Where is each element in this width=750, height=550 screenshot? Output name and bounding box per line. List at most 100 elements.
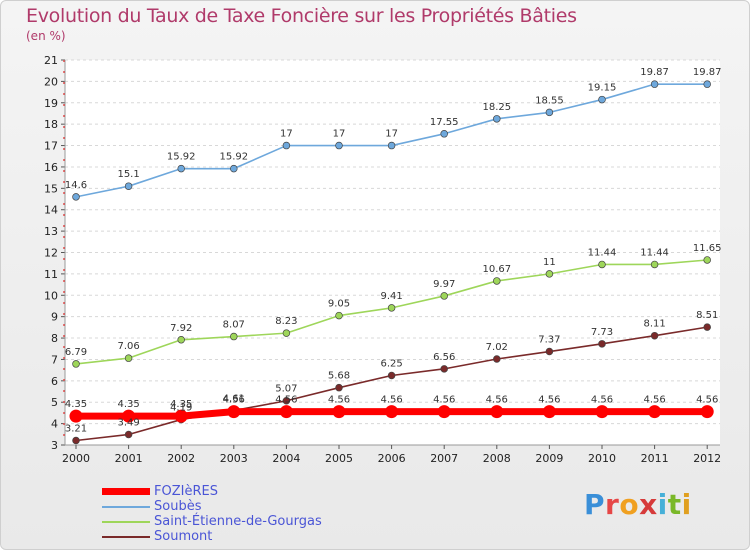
data-label: 4.61: [223, 394, 245, 405]
proxiti-logo: Proxiti: [584, 488, 692, 521]
data-point: [493, 115, 501, 123]
data-label: 8.11: [643, 319, 665, 330]
x-tick-label: 2006: [378, 452, 406, 465]
data-point: [598, 260, 606, 269]
data-point: [282, 141, 291, 150]
data-label: 15.92: [219, 152, 248, 163]
data-label: 7.37: [538, 335, 560, 346]
data-label: 7.02: [486, 342, 508, 353]
data-label: 4.35: [117, 399, 139, 410]
data-label: 8.23: [275, 316, 297, 327]
data-label: 17: [333, 129, 346, 140]
data-point: [124, 182, 133, 190]
data-point: [124, 430, 133, 439]
legend-label: FOZIèRES: [154, 484, 218, 499]
y-tick-label: 8: [51, 332, 58, 345]
y-tick-label: 17: [44, 140, 58, 153]
data-point: [650, 80, 659, 88]
y-tick-label: 13: [44, 225, 58, 238]
data-point: [177, 336, 185, 344]
data-point: [493, 355, 501, 363]
data-label: 3.49: [117, 418, 139, 429]
y-tick-label: 11: [44, 268, 58, 281]
data-point: [648, 405, 662, 419]
data-point: [124, 354, 133, 362]
y-tick-label: 10: [44, 289, 58, 302]
logo-letter: t: [667, 488, 682, 521]
data-label: 7.92: [170, 323, 192, 334]
data-point: [230, 164, 238, 173]
data-point: [440, 292, 448, 300]
data-label: 9.97: [433, 279, 455, 290]
data-point: [335, 383, 343, 392]
data-label: 4.35: [170, 399, 192, 410]
data-point: [595, 405, 609, 419]
data-label: 14.6: [65, 180, 87, 191]
data-label: 4.56: [486, 395, 508, 406]
data-point: [545, 108, 554, 117]
data-point: [282, 396, 291, 405]
data-point: [332, 405, 346, 419]
logo-letter: i: [681, 488, 692, 521]
data-label: 6.79: [65, 347, 87, 358]
data-point: [385, 405, 399, 419]
data-point: [72, 193, 80, 201]
data-label: 4.56: [696, 395, 718, 406]
data-label: 7.06: [117, 341, 139, 352]
legend-swatch: [102, 505, 150, 508]
data-point: [279, 405, 293, 419]
x-tick-label: 2004: [272, 452, 300, 465]
y-tick-label: 6: [51, 375, 58, 388]
y-tick-label: 14: [44, 204, 58, 217]
data-label: 11.65: [693, 243, 722, 254]
data-point: [282, 329, 291, 337]
data-label: 18.25: [482, 102, 511, 113]
data-label: 10.67: [482, 264, 511, 275]
y-tick-label: 4: [51, 418, 58, 431]
data-point: [69, 409, 83, 423]
x-tick-label: 2000: [62, 452, 90, 465]
data-point: [703, 323, 711, 331]
y-tick-label: 5: [51, 396, 58, 409]
x-tick-label: 2002: [167, 452, 195, 465]
data-point: [387, 371, 396, 380]
chart-subtitle: (en %): [26, 29, 66, 43]
y-tick-label: 21: [44, 54, 58, 67]
data-point: [335, 311, 343, 320]
data-point: [174, 409, 188, 423]
legend-label: Saint-Étienne-de-Gourgas: [154, 514, 322, 529]
legend-item: FOZIèRES: [102, 484, 322, 499]
x-tick-label: 2009: [535, 452, 563, 465]
y-tick-label: 7: [51, 353, 58, 366]
data-point: [493, 277, 501, 285]
data-point: [335, 141, 343, 150]
data-label: 8.07: [223, 320, 245, 331]
legend-swatch: [102, 520, 150, 523]
logo-letter: i: [657, 488, 668, 521]
data-point: [545, 270, 554, 278]
data-point: [440, 130, 448, 138]
legend-item: Soubès: [102, 499, 322, 514]
data-point: [177, 164, 185, 173]
data-label: 4.56: [433, 395, 455, 406]
y-tick-label: 16: [44, 161, 58, 174]
data-point: [122, 409, 136, 423]
data-point: [230, 332, 238, 341]
data-point: [703, 80, 711, 88]
data-label: 17: [385, 129, 398, 140]
data-label: 6.56: [433, 352, 455, 363]
logo-letter: x: [639, 488, 658, 521]
data-label: 19.15: [588, 83, 617, 94]
data-label: 4.56: [643, 395, 665, 406]
data-point: [650, 331, 659, 340]
data-label: 15.92: [167, 152, 196, 163]
legend-item: Saint-Étienne-de-Gourgas: [102, 514, 322, 529]
x-tick-label: 2010: [588, 452, 616, 465]
data-point: [542, 405, 556, 419]
y-tick-label: 19: [44, 97, 58, 110]
y-tick-label: 3: [51, 439, 58, 452]
data-label: 4.35: [65, 399, 87, 410]
data-label: 9.41: [380, 291, 402, 302]
data-label: 18.55: [535, 95, 564, 106]
